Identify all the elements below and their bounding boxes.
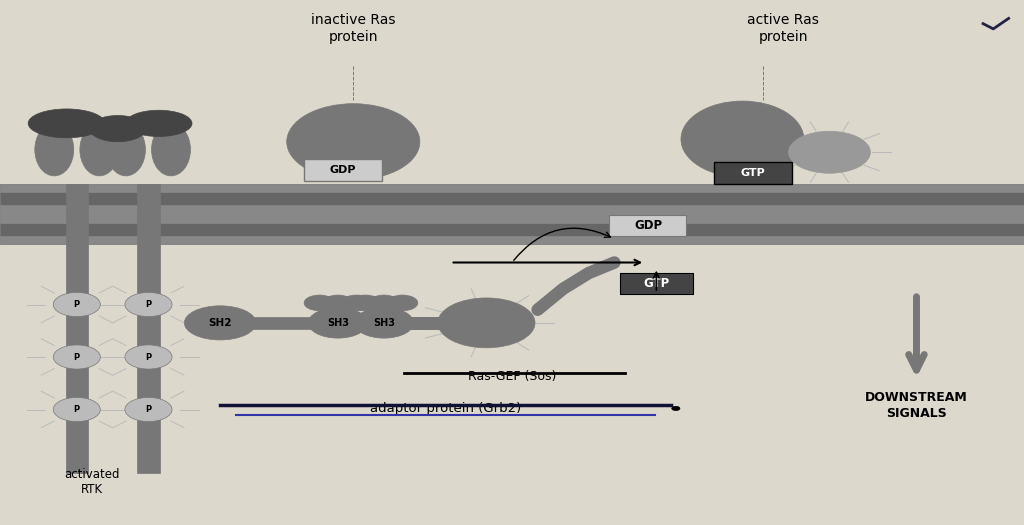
Text: SH3: SH3	[327, 318, 349, 328]
Bar	[304, 159, 382, 181]
Circle shape	[53, 292, 100, 317]
Bar	[0, 205, 1024, 223]
Text: P: P	[145, 405, 152, 414]
Circle shape	[672, 406, 680, 411]
Circle shape	[387, 295, 418, 311]
Bar	[620, 273, 693, 294]
Text: inactive Ras
protein: inactive Ras protein	[311, 13, 395, 45]
Circle shape	[125, 345, 172, 369]
Text: GDP: GDP	[634, 219, 663, 232]
Circle shape	[350, 295, 381, 311]
Text: GTP: GTP	[740, 167, 765, 178]
Ellipse shape	[35, 123, 74, 176]
Text: Ras-GEF (Sos): Ras-GEF (Sos)	[468, 370, 556, 383]
Bar	[609, 215, 686, 236]
Ellipse shape	[29, 109, 105, 138]
Ellipse shape	[184, 306, 256, 340]
Text: GTP: GTP	[643, 277, 670, 290]
Bar	[251, 317, 476, 329]
Text: SH2: SH2	[209, 318, 231, 328]
Text: DOWNSTREAM
SIGNALS: DOWNSTREAM SIGNALS	[865, 391, 968, 420]
Ellipse shape	[681, 101, 804, 177]
Circle shape	[323, 295, 353, 311]
Ellipse shape	[90, 116, 145, 142]
Text: adaptor protein (Grb2): adaptor protein (Grb2)	[370, 402, 521, 415]
Bar	[0, 184, 1024, 244]
Text: P: P	[74, 405, 80, 414]
Ellipse shape	[308, 308, 368, 338]
Bar	[66, 184, 88, 472]
Circle shape	[53, 397, 100, 422]
Circle shape	[125, 292, 172, 317]
Text: P: P	[145, 352, 152, 362]
Circle shape	[304, 295, 335, 311]
Bar	[714, 162, 792, 184]
Text: GDP: GDP	[330, 165, 356, 175]
Circle shape	[788, 131, 870, 173]
Circle shape	[369, 295, 399, 311]
Ellipse shape	[438, 298, 535, 348]
Bar	[137, 184, 160, 472]
Text: activated
RTK: activated RTK	[65, 468, 120, 496]
Ellipse shape	[287, 104, 420, 180]
Circle shape	[341, 295, 372, 311]
Circle shape	[53, 345, 100, 369]
Circle shape	[125, 397, 172, 422]
Text: P: P	[74, 352, 80, 362]
Text: SH3: SH3	[373, 318, 395, 328]
Ellipse shape	[80, 123, 119, 176]
Bar	[0, 236, 1024, 244]
Text: active Ras
protein: active Ras protein	[748, 13, 819, 45]
Text: P: P	[145, 300, 152, 309]
Ellipse shape	[106, 123, 145, 176]
Bar	[410, 317, 507, 329]
Ellipse shape	[152, 123, 190, 176]
Bar	[0, 184, 1024, 192]
Ellipse shape	[125, 110, 193, 136]
Text: P: P	[74, 300, 80, 309]
Ellipse shape	[354, 308, 414, 338]
